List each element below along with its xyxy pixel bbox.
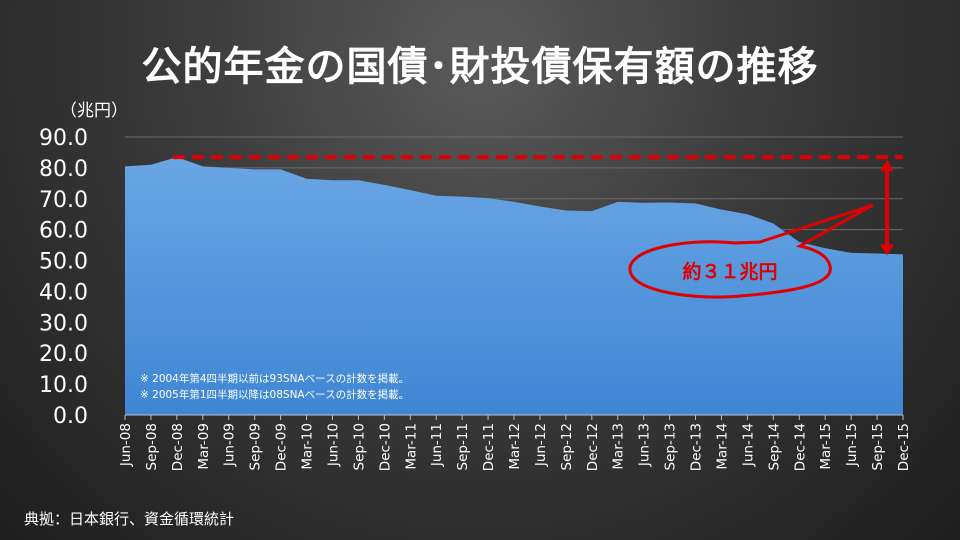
- x-tick-label: Mar-11: [403, 423, 419, 470]
- y-axis-unit-label: （兆円）: [60, 101, 128, 121]
- x-tick-label: Jun-12: [533, 423, 549, 467]
- x-tick-label: Jun-11: [429, 423, 445, 467]
- x-tick-label: Jun-14: [740, 423, 756, 467]
- x-tick-label: Dec-12: [585, 423, 601, 471]
- chart-notes: ※ 2004年第4四半期以前は93SNAベースの計数を掲載。 ※ 2005年第1…: [140, 372, 409, 401]
- y-tick-label: 50.0: [39, 250, 88, 275]
- chart-title: 公的年金の国債･財投債保有額の推移: [141, 44, 819, 90]
- x-tick-label: Mar-15: [818, 423, 834, 470]
- x-tick-label: Sep-14: [766, 423, 782, 471]
- note-line: ※ 2004年第4四半期以前は93SNAベースの計数を掲載。: [140, 372, 409, 385]
- x-tick-label: Jun-09: [222, 423, 238, 467]
- y-tick-label: 40.0: [39, 280, 88, 305]
- x-tick-label: Sep-10: [351, 423, 367, 471]
- gap-callout: 約３１兆円: [628, 203, 874, 299]
- x-tick-label: Mar-09: [196, 423, 212, 470]
- y-tick-label: 90.0: [39, 126, 88, 151]
- y-tick-label: 60.0: [39, 219, 88, 244]
- x-tick-label: Jun-13: [637, 423, 653, 467]
- reference-annotation: [172, 155, 903, 256]
- source-citation: 典拠：日本銀行、資金循環統計: [24, 510, 235, 528]
- x-axis: Jun-08 Sep-08 Dec-08 Mar-09 Jun-09 Sep-09 Dec-…: [118, 414, 912, 471]
- x-tick-label: Dec-15: [896, 423, 912, 471]
- x-tick-label: Jun-08: [118, 423, 134, 467]
- note-line: ※ 2005年第1四半期以降は08SNAベースの計数を掲載。: [140, 388, 409, 401]
- y-axis: 0.0 10.0 20.0 30.0 40.0 50.0 60.0 70.0 80.0 90.0: [39, 126, 88, 429]
- area-series: [124, 157, 904, 415]
- x-tick-label: Mar-13: [611, 423, 627, 470]
- x-tick-label: Jun-15: [844, 423, 860, 467]
- y-tick-label: 30.0: [39, 311, 88, 336]
- x-tick-label: Sep-15: [870, 423, 886, 471]
- x-tick-label: Sep-08: [144, 423, 160, 471]
- x-tick-label: Sep-13: [663, 423, 679, 471]
- x-tick-label: Mar-12: [507, 423, 523, 470]
- area-fill: [125, 157, 903, 415]
- y-tick-label: 70.0: [39, 188, 88, 213]
- x-tick-label: Mar-14: [714, 423, 730, 470]
- gap-arrow-head-up: [880, 160, 894, 172]
- callout-text: 約３１兆円: [682, 260, 777, 283]
- x-tick-label: Sep-11: [455, 423, 471, 471]
- x-tick-label: Sep-12: [559, 423, 575, 471]
- callout-bubble: [628, 203, 874, 299]
- gap-arrow-head-down: [880, 244, 894, 256]
- x-tick-label: Dec-09: [274, 423, 290, 471]
- x-tick-label: Dec-13: [689, 423, 705, 471]
- y-tick-label: 0.0: [53, 404, 88, 429]
- x-tick-label: Dec-10: [377, 423, 393, 471]
- x-tick-label: Dec-14: [792, 423, 808, 471]
- x-tick-label: Mar-10: [300, 423, 316, 470]
- x-tick-label: Dec-08: [170, 423, 186, 471]
- x-tick-label: Jun-10: [325, 423, 341, 467]
- y-tick-label: 80.0: [39, 157, 88, 182]
- y-tick-label: 20.0: [39, 342, 88, 367]
- y-tick-label: 10.0: [39, 373, 88, 398]
- x-tick-label: Dec-11: [481, 423, 497, 471]
- x-tick-label: Sep-09: [248, 423, 264, 471]
